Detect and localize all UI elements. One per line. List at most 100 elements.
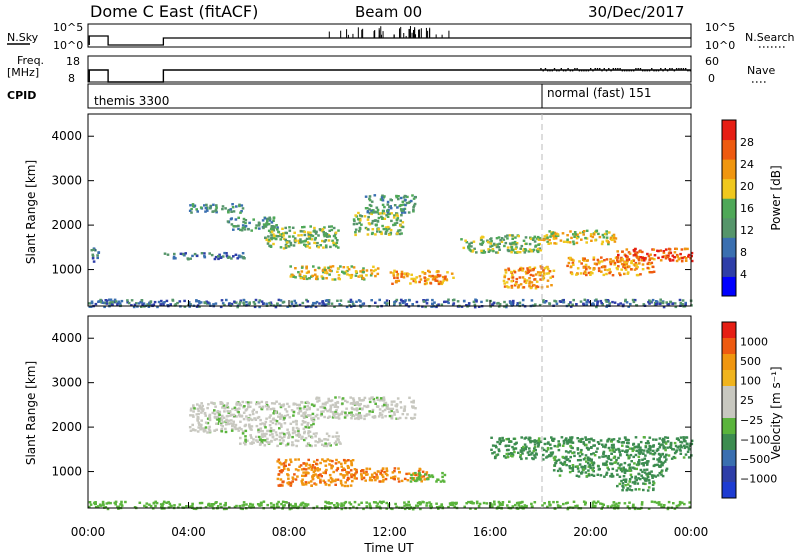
echo-cell [350,462,353,465]
echo-cell [412,197,416,200]
echo-cell [353,500,357,504]
echo-cell [189,414,192,417]
echo-cell [652,482,656,485]
echo-cell [633,462,636,465]
echo-cell [314,440,317,443]
echo-cell [564,450,568,453]
echo-cell [611,467,615,471]
echo-cell [327,397,330,401]
echo-cell [368,397,371,400]
echo-cell [657,452,661,456]
echo-cell [517,451,520,454]
echo-cell [508,249,511,252]
echo-cell [222,416,226,419]
echo-cell [247,405,250,409]
echo-cell [259,430,263,433]
echo-cell [618,437,621,440]
echo-cell [591,464,595,467]
echo-cell [641,250,644,254]
echo-cell [524,447,528,451]
echo-cell [523,437,527,440]
echo-cell [609,505,613,508]
echo-cell [372,209,375,212]
echo-cell [532,267,535,271]
nave-point [544,68,547,70]
echo-cell [209,204,212,208]
echo-cell [236,427,240,430]
echo-cell [644,454,647,457]
echo-cell [323,266,327,269]
nave-point [583,70,585,72]
echo-cell [592,268,595,271]
echo-cell [612,456,616,460]
echo-cell [673,507,677,510]
echo-cell [305,298,308,302]
echo-cell [678,500,682,504]
echo-cell [298,403,301,407]
echo-cell [316,241,319,245]
echo-cell [566,507,570,511]
echo-cell [304,244,307,247]
echo-cell [242,301,245,305]
echo-cell [503,300,506,304]
echo-cell [265,218,269,221]
echo-cell [617,447,620,451]
echo-cell [230,429,234,432]
echo-cell [588,267,592,270]
echo-cell [504,241,508,245]
echo-cell [274,422,278,426]
echo-cell [626,255,629,259]
echo-cell [304,420,307,424]
echo-cell [385,214,388,217]
echo-cell [646,449,649,452]
echo-cell [255,224,258,227]
echo-cell [526,267,529,270]
echo-cell [654,475,657,478]
echo-cell [300,437,303,440]
echo-cell [431,298,434,302]
echo-cell [661,301,665,305]
echo-cell [247,401,250,404]
echo-cell [418,501,421,504]
echo-cell [575,237,579,240]
echo-cell [293,231,296,234]
echo-cell [642,462,645,465]
echo-cell [675,259,679,263]
echo-cell [331,278,334,281]
nave-tick-low: 0 [708,72,715,85]
echo-cell [572,242,576,246]
echo-cell [584,454,588,457]
echo-cell [349,459,353,463]
echo-cell [331,480,334,483]
echo-cell [368,212,372,215]
echo-cell [633,268,637,271]
echo-cell [447,505,450,509]
echo-cell [666,507,670,511]
echo-cell [517,234,520,238]
echo-cell [515,281,518,284]
echo-cell [288,235,291,238]
nave-point [542,70,544,72]
echo-cell [527,250,531,253]
colorbar-tick-label: −500 [740,453,770,466]
echo-cell [590,453,593,456]
echo-cell [413,416,416,420]
echo-cell [295,433,298,437]
echo-cell [580,262,583,265]
echo-cell [388,212,391,216]
echo-cell [371,211,374,214]
echo-cell [398,470,401,474]
echo-cell [381,410,385,413]
echo-cell [245,415,248,418]
echo-cell [414,407,417,410]
echo-cell [221,421,225,424]
echo-cell [373,471,377,475]
echo-cell [221,205,225,208]
echo-cell [294,239,297,242]
echo-cell [250,428,253,431]
echo-cell [188,209,192,212]
echo-cell [148,302,151,305]
echo-cell [306,300,310,303]
echo-cell [306,423,309,427]
echo-cell [601,240,604,243]
